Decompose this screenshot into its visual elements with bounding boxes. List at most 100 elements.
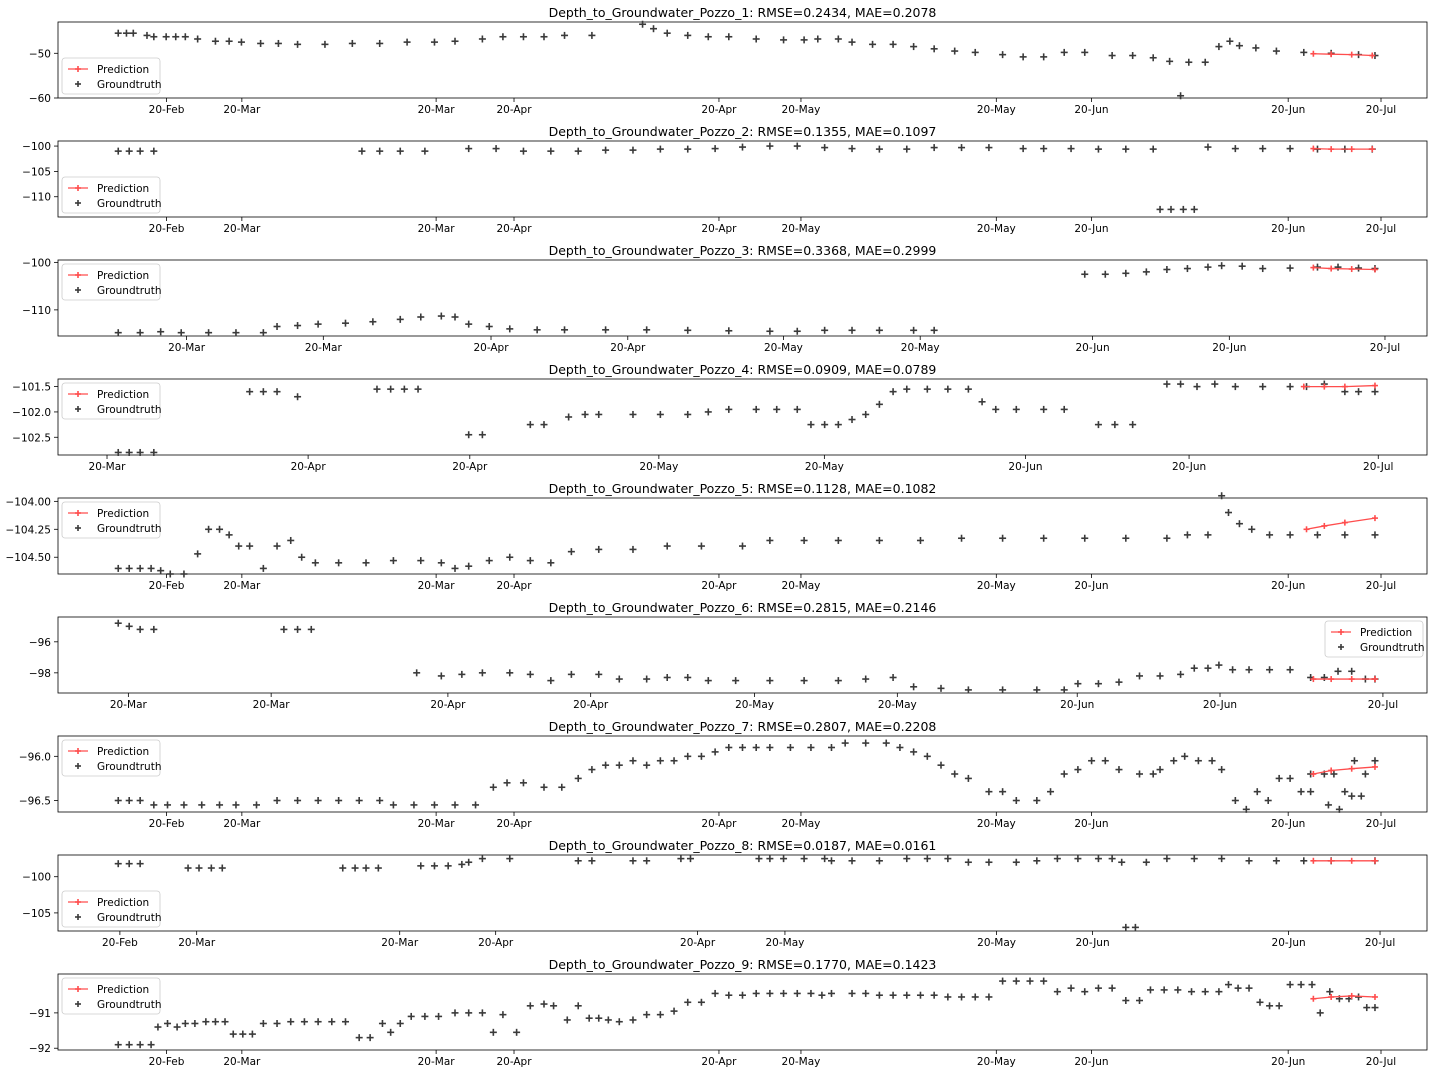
- legend-label-prediction: Prediction: [97, 984, 149, 996]
- groundtruth-point: [259, 564, 267, 572]
- groundtruth-point: [1142, 858, 1150, 866]
- prediction-series: [1310, 763, 1378, 777]
- x-tick-label: 20-Apr: [701, 223, 737, 235]
- groundtruth-point: [1286, 264, 1294, 272]
- prediction-point: [1369, 52, 1376, 59]
- groundtruth-point: [1188, 988, 1196, 996]
- groundtruth-point: [150, 147, 158, 155]
- groundtruth-point: [766, 989, 774, 997]
- groundtruth-point: [565, 413, 573, 421]
- groundtruth-point: [656, 757, 664, 765]
- groundtruth-point: [506, 855, 514, 863]
- groundtruth-point: [248, 1030, 256, 1038]
- x-tick: 20-May: [805, 455, 844, 473]
- groundtruth-point: [526, 1002, 534, 1010]
- x-tick: 20-Jul: [1366, 217, 1396, 235]
- prediction-series: [1310, 50, 1376, 59]
- x-tick: 20-Apr: [473, 336, 509, 354]
- legend-box: [1324, 620, 1424, 658]
- groundtruth-point: [421, 1012, 429, 1020]
- groundtruth-point: [1371, 757, 1379, 765]
- groundtruth-point: [1177, 92, 1185, 100]
- groundtruth-point: [400, 385, 408, 393]
- groundtruth-point: [1081, 270, 1089, 278]
- groundtruth-point: [499, 33, 507, 41]
- chart-title: Depth_to_Groundwater_Pozzo_2: RMSE=0.135…: [549, 124, 937, 139]
- groundtruth-point: [807, 421, 815, 429]
- legend-prediction-marker: [75, 272, 81, 278]
- legend-box: [61, 176, 161, 214]
- groundtruth-point: [413, 669, 421, 677]
- x-tick: 20-May: [782, 1050, 820, 1068]
- x-tick-label: 20-May: [782, 104, 821, 116]
- groundtruth-point: [533, 326, 541, 334]
- groundtruth-point: [465, 858, 473, 866]
- groundtruth-point: [1348, 667, 1356, 675]
- groundtruth-point: [451, 313, 459, 321]
- x-tick: 20-May: [782, 812, 820, 830]
- y-tick: −96: [29, 637, 58, 649]
- x-tick-label: 20-Apr: [701, 104, 737, 116]
- groundtruth-point: [458, 670, 466, 678]
- y-tick-label: −91: [29, 1008, 51, 1020]
- groundtruth-point: [1235, 42, 1243, 50]
- groundtruth-point: [1040, 405, 1048, 413]
- groundtruth-point: [1040, 53, 1048, 61]
- chart-title: Depth_to_Groundwater_Pozzo_7: RMSE=0.280…: [549, 719, 937, 734]
- groundtruth-point: [780, 989, 788, 997]
- groundtruth-point: [992, 405, 1000, 413]
- groundtruth-point: [166, 570, 174, 578]
- groundtruth-point: [1275, 1002, 1283, 1010]
- groundtruth-point: [595, 1014, 603, 1022]
- groundtruth-point: [195, 864, 203, 872]
- prediction-point: [1371, 857, 1378, 864]
- groundtruth-point: [373, 385, 381, 393]
- groundtruth-point: [821, 421, 829, 429]
- groundtruth-point: [430, 801, 438, 809]
- x-tick: 20-May: [977, 931, 1016, 949]
- x-tick-label: 20-Jun: [1172, 461, 1206, 473]
- legend-entry-groundtruth: Groundtruth: [75, 285, 161, 297]
- groundtruth-point: [684, 31, 692, 39]
- groundtruth-point: [827, 743, 835, 751]
- groundtruth-point: [848, 326, 856, 334]
- groundtruth-point: [629, 545, 637, 553]
- groundtruth-point: [273, 1019, 281, 1027]
- x-tick: 20-Jun: [1271, 98, 1305, 116]
- x-tick-label: 20-Mar: [223, 104, 261, 116]
- prediction-point: [1371, 382, 1378, 389]
- y-tick: −100: [22, 872, 58, 884]
- x-tick-label: 20-Jul: [1366, 818, 1396, 830]
- legend-box: [61, 382, 161, 420]
- x-tick: 20-Jun: [1008, 455, 1043, 473]
- legend-label-prediction: Prediction: [97, 270, 149, 282]
- x-tick-label: 20-Mar: [223, 223, 261, 235]
- groundtruth-point: [643, 675, 651, 683]
- groundtruth-point: [697, 752, 705, 760]
- groundtruth-point: [237, 38, 245, 46]
- groundtruth-point: [875, 326, 883, 334]
- x-tick-label: 20-May: [735, 699, 774, 711]
- legend-entry-prediction: Prediction: [68, 270, 149, 282]
- groundtruth-point: [903, 991, 911, 999]
- y-tick-label: −105: [22, 166, 51, 178]
- y-tick: −100: [22, 257, 58, 269]
- groundtruth-point: [916, 991, 924, 999]
- x-tick: 20-Feb: [149, 574, 185, 592]
- groundtruth-point: [793, 327, 801, 335]
- groundtruth-point: [1330, 770, 1338, 778]
- groundtruth-series: [114, 262, 1379, 337]
- groundtruth-point: [513, 1028, 521, 1036]
- groundtruth-point: [1108, 984, 1116, 992]
- legend-label-prediction: Prediction: [97, 508, 149, 520]
- groundtruth-point: [1194, 757, 1202, 765]
- x-tick-label: 20-Mar: [110, 699, 148, 711]
- groundtruth-point: [273, 542, 281, 550]
- groundtruth-point: [985, 993, 993, 1001]
- legend-prediction-marker: [1338, 629, 1344, 635]
- axes-frame: [57, 378, 1428, 456]
- groundtruth-point: [800, 536, 808, 544]
- groundtruth-point: [834, 536, 842, 544]
- prediction-point: [1348, 676, 1355, 683]
- x-tick-label: 20-Apr: [496, 818, 532, 830]
